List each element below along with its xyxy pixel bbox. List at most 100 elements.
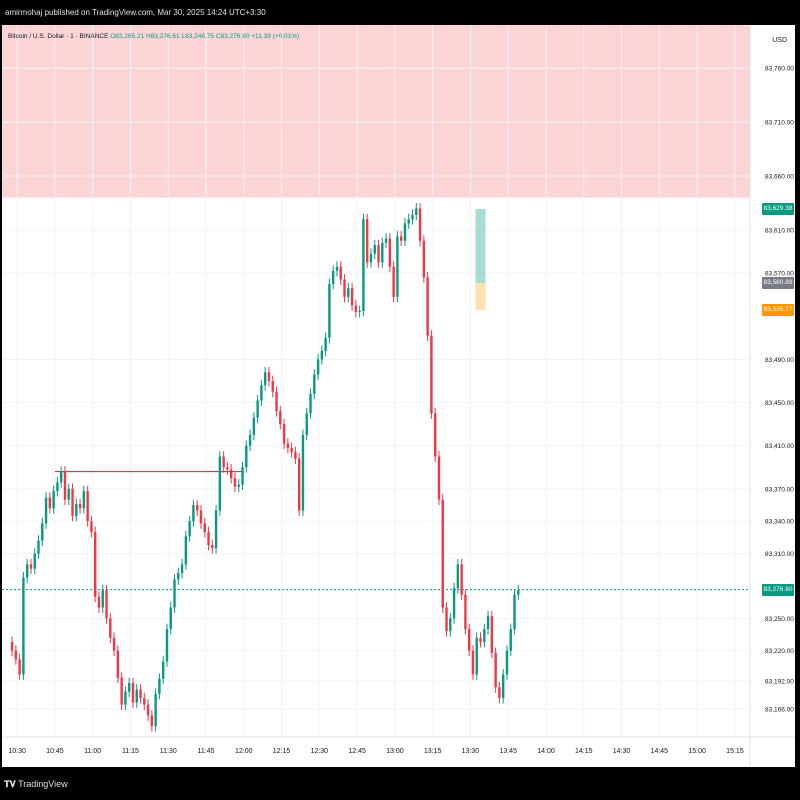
x-tick-label: 14:15 xyxy=(575,748,593,755)
candle-body xyxy=(241,467,244,485)
candle-body xyxy=(426,277,429,336)
candle-body xyxy=(316,359,320,375)
y-tick-label: 83,220.00 xyxy=(765,648,794,655)
candle-body xyxy=(483,629,486,643)
candle-body xyxy=(403,223,407,241)
y-tick-label: 83,310.00 xyxy=(765,551,794,558)
candle-body xyxy=(479,637,482,643)
position-profit-zone xyxy=(475,209,486,283)
candle-body xyxy=(158,678,161,694)
candle-body xyxy=(305,413,308,435)
currency-label[interactable]: USD xyxy=(772,37,787,44)
candle-body xyxy=(52,491,55,509)
candle-body xyxy=(14,650,18,660)
candle-body xyxy=(464,594,467,630)
candle-body xyxy=(313,374,316,394)
x-tick-label: 12:30 xyxy=(311,748,329,755)
candle-body xyxy=(347,288,350,297)
candle-body xyxy=(411,214,414,220)
candle-body xyxy=(154,693,157,727)
y-tick-label: 83,410.00 xyxy=(765,443,794,450)
x-tick-label: 11:30 xyxy=(160,748,177,755)
candle-body xyxy=(369,253,373,263)
symbol-legend: Bitcoin / U.S. Dollar · 1 · BINANCE O83,… xyxy=(8,33,299,40)
candle-body xyxy=(78,503,82,509)
footer-bar: 𝐓𝐕 TradingView xyxy=(0,767,800,800)
x-tick-label: 11:00 xyxy=(84,748,101,755)
candle-body xyxy=(449,618,452,632)
candle-body xyxy=(407,219,410,224)
candle-body xyxy=(271,381,274,392)
candle-body xyxy=(29,564,33,569)
candle-body xyxy=(252,417,256,435)
candle-body xyxy=(294,452,297,459)
x-tick-label: 11:15 xyxy=(122,748,139,755)
candle-body xyxy=(486,616,490,630)
legend-close: C83,276.60 xyxy=(215,33,250,40)
x-tick-label: 13:45 xyxy=(499,748,517,755)
candle-body xyxy=(59,471,63,483)
tradingview-logo[interactable]: 𝐓𝐕 TradingView xyxy=(4,779,68,789)
candle-body xyxy=(335,266,339,271)
candle-body xyxy=(373,245,376,254)
publisher-line: amirmohaj published on TradingView.com, … xyxy=(5,8,266,17)
candle-body xyxy=(105,590,108,619)
candle-body xyxy=(161,661,165,679)
candle-body xyxy=(513,594,516,630)
y-tick-label: 83,660.00 xyxy=(765,174,794,181)
candle-body xyxy=(256,400,259,418)
candle-body xyxy=(452,588,456,619)
candle-body xyxy=(188,521,191,537)
candle-body xyxy=(143,698,146,705)
legend-change: +11.39 (+0.01%) xyxy=(251,33,300,40)
y-tick-label: 83,760.00 xyxy=(765,66,794,73)
x-tick-label: 15:15 xyxy=(726,748,744,755)
candle-body xyxy=(467,629,471,651)
candle-body xyxy=(82,491,86,509)
candle-body xyxy=(233,478,237,487)
y-tick-label: 83,570.00 xyxy=(765,271,794,278)
candle-body xyxy=(101,590,104,608)
x-tick-label: 13:30 xyxy=(462,748,480,755)
candle-body xyxy=(184,536,188,565)
brand-label: TradingView xyxy=(18,779,68,789)
candle-body xyxy=(116,650,120,678)
chart-area[interactable]: 83,760.00 83,710.00 83,660.00 83,610.00 83,5… xyxy=(2,25,795,767)
candle-body xyxy=(445,607,448,632)
x-tick-label: 10:30 xyxy=(8,748,26,755)
candlestick-chart[interactable]: 83,760.00 83,710.00 83,660.00 83,610.00 83,5… xyxy=(2,25,795,767)
x-tick-label: 14:45 xyxy=(651,748,669,755)
candle-body xyxy=(328,283,331,338)
candle-body xyxy=(324,337,327,351)
candle-body xyxy=(71,488,74,516)
candle-body xyxy=(180,564,184,574)
candle-body xyxy=(267,372,271,381)
y-tick-label: 83,490.00 xyxy=(765,357,794,364)
candle-body xyxy=(263,372,267,386)
candle-body xyxy=(422,240,426,278)
candle-body xyxy=(139,689,142,699)
legend-high: H83,276.61 xyxy=(146,33,180,40)
candle-body xyxy=(44,497,48,524)
price-tag: 83,276.60 xyxy=(762,583,794,596)
position-loss-zone xyxy=(475,282,486,311)
candle-body xyxy=(297,458,301,511)
candle-body xyxy=(97,596,101,608)
candle-body xyxy=(498,687,501,699)
candle-body xyxy=(282,424,286,444)
y-tick-label: 83,710.00 xyxy=(765,120,794,127)
candle-body xyxy=(173,579,176,608)
x-tick-label: 13:00 xyxy=(386,748,404,755)
x-tick-label: 11:45 xyxy=(198,748,215,755)
y-tick-label: 83,370.00 xyxy=(765,486,794,493)
y-tick-label: 83,192.00 xyxy=(765,678,794,685)
candle-body xyxy=(433,413,437,457)
candle-body xyxy=(37,540,40,554)
price-tag: 83,560.89 xyxy=(762,276,794,289)
candle-body xyxy=(339,266,342,280)
candle-body xyxy=(260,385,263,401)
candle-body xyxy=(430,335,433,414)
candle-body xyxy=(301,434,305,511)
candle-body xyxy=(75,503,78,516)
candle-body xyxy=(135,689,138,703)
